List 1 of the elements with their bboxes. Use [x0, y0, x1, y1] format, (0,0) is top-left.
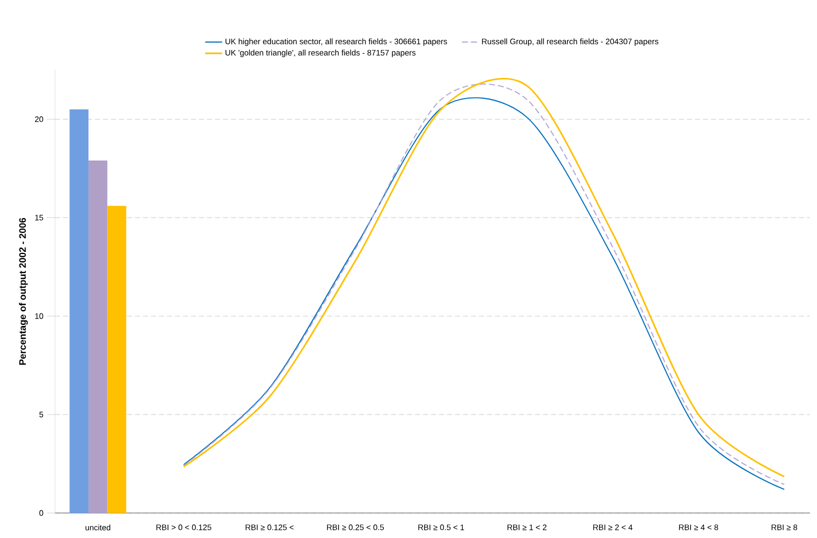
y-axis-title: Percentage of output 2002 - 2006	[18, 218, 28, 365]
